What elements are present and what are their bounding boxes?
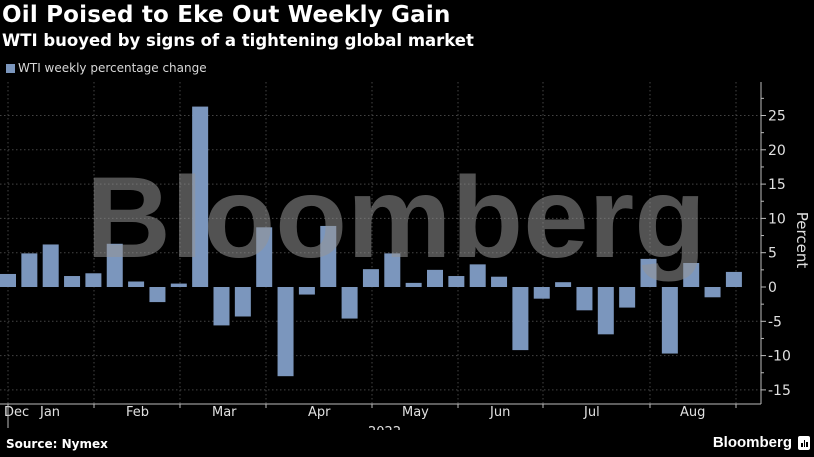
bar (256, 227, 273, 287)
legend-label: WTI weekly percentage change (18, 61, 207, 75)
bar (85, 273, 102, 287)
y-tick-label: 5 (768, 246, 777, 262)
bar (277, 287, 294, 377)
legend-swatch (6, 63, 15, 73)
bar (619, 287, 636, 308)
bar (298, 287, 315, 295)
y-tick-label: 15 (768, 177, 786, 193)
bar (576, 287, 593, 311)
bar (341, 287, 358, 319)
bar (427, 269, 443, 287)
x-tick-label: Dec (4, 405, 29, 420)
watermark: Bloomberg (86, 154, 706, 282)
bar (362, 269, 379, 287)
bar (64, 276, 81, 287)
brand-logo: Bloomberg (713, 434, 810, 451)
x-tick-label: Aug (680, 405, 705, 420)
x-tick-label: Jun (489, 405, 510, 420)
bar (533, 287, 550, 299)
x-tick-label: Jan (39, 405, 60, 420)
bar (405, 282, 422, 287)
bar (234, 287, 251, 317)
bar-chart: Bloomberg 25 20 15 10 5 0 -5 -10 -15 Percent Dec Jan… (0, 82, 811, 430)
brand-text: Bloomberg (712, 434, 792, 451)
bar (149, 287, 166, 303)
bar (21, 253, 38, 287)
bar (640, 258, 657, 287)
source-note: Source: Nymex (6, 437, 108, 451)
x-tick-label: May (402, 405, 429, 420)
y-tick-label: 25 (768, 109, 786, 125)
bar (320, 225, 337, 287)
y-tick-label: 0 (768, 280, 777, 296)
x-tick-label: Mar (212, 405, 237, 420)
bar (469, 264, 486, 287)
bloomberg-chart-icon (798, 435, 810, 450)
bar (448, 276, 465, 287)
y-tick-label: -15 (768, 383, 791, 399)
y-tick-label: -10 (768, 349, 791, 365)
x-tick-label: Feb (126, 405, 149, 420)
bar (106, 243, 123, 287)
chart-title: Oil Poised to Eke Out Weekly Gain (2, 2, 451, 28)
bar (213, 287, 230, 326)
bar (512, 287, 529, 351)
y-tick-label: 20 (768, 143, 786, 159)
bar (491, 276, 508, 287)
y-axis-title: Percent (793, 212, 811, 269)
bar (170, 283, 187, 287)
bar (725, 271, 742, 287)
bar (42, 244, 59, 287)
bar (0, 273, 16, 287)
bar (128, 281, 145, 287)
bar (661, 287, 678, 354)
x-tick-label: Jul (583, 405, 600, 420)
bar (555, 282, 572, 287)
bar (192, 106, 209, 287)
legend: WTI weekly percentage change (6, 61, 207, 75)
bar (683, 262, 700, 287)
x-axis-year-label: 2022 (368, 425, 401, 430)
y-tick-label: -5 (768, 314, 782, 330)
chart-subtitle: WTI buoyed by signs of a tightening glob… (2, 31, 474, 50)
bar (704, 287, 721, 298)
y-tick-label: 10 (768, 211, 786, 227)
bar (384, 253, 401, 287)
x-tick-label: Apr (308, 405, 331, 420)
bar (597, 287, 614, 335)
